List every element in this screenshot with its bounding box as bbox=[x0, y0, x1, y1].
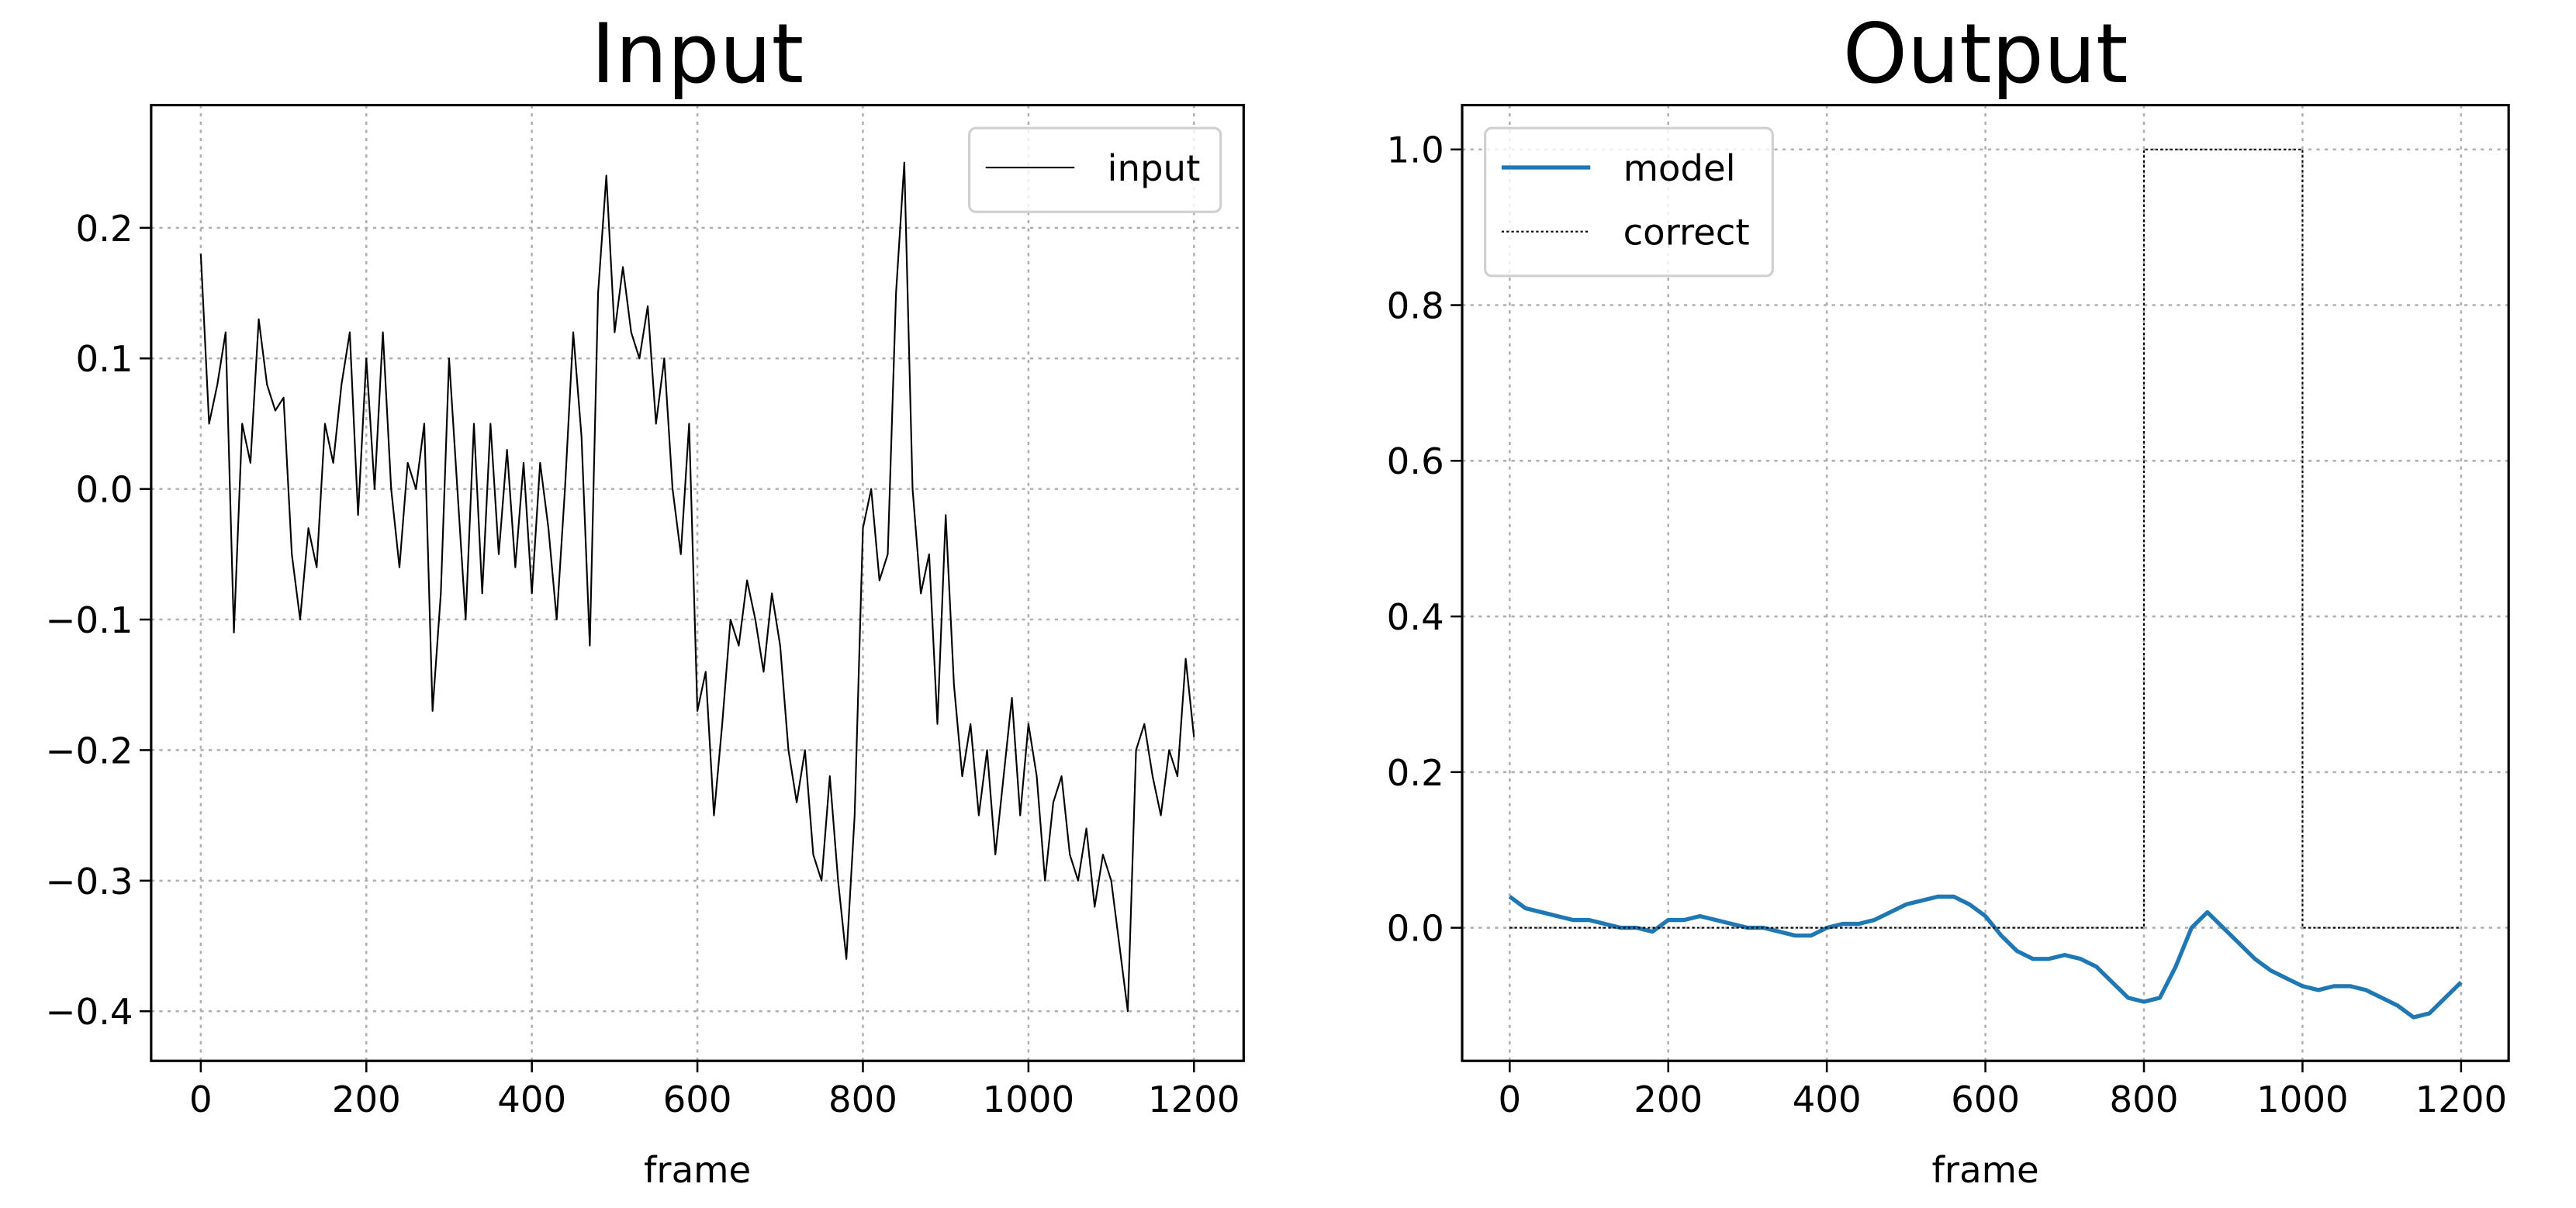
x-tick-label: 1200 bbox=[2415, 1079, 2508, 1120]
legend: model correct bbox=[1484, 126, 1774, 278]
data-line bbox=[199, 161, 1195, 1013]
legend-label: model bbox=[1623, 147, 1736, 189]
x-tick-label: 400 bbox=[497, 1079, 566, 1120]
data-line bbox=[1509, 148, 2461, 929]
y-tick-label: −0.2 bbox=[45, 730, 133, 771]
x-tick-label: 400 bbox=[1793, 1079, 1862, 1120]
x-tick-label: 800 bbox=[2110, 1079, 2179, 1120]
x-tick-label: 1000 bbox=[983, 1079, 1075, 1120]
x-tick-label: 0 bbox=[189, 1079, 213, 1120]
legend: input bbox=[968, 126, 1222, 213]
x-axis-label: frame bbox=[1932, 1149, 2039, 1191]
x-tick-label: 200 bbox=[332, 1079, 401, 1120]
chart: Output frame 0 200 400 600 800 1000 1200 0.0 0.2 0.… bbox=[1387, 6, 2510, 1191]
data-line bbox=[1508, 894, 2463, 1020]
chart: Input frame 0 200 400 600 800 1000 1200 −0.4 −0.3 −… bbox=[45, 6, 1245, 1191]
x-tick-label: 200 bbox=[1634, 1079, 1703, 1120]
legend-box bbox=[968, 126, 1222, 213]
y-tick-label: 0.6 bbox=[1387, 440, 1444, 482]
x-tick-label: 800 bbox=[828, 1079, 897, 1120]
y-tick-label: −0.1 bbox=[45, 599, 133, 641]
plot-frame bbox=[1461, 103, 2510, 1062]
x-axis-label: frame bbox=[644, 1149, 751, 1191]
y-tick-label: 0.0 bbox=[1387, 908, 1444, 950]
x-tick-label: 1000 bbox=[2256, 1079, 2349, 1120]
legend-label: input bbox=[1108, 147, 1201, 189]
legend-box bbox=[1484, 126, 1774, 278]
x-tick-label: 1200 bbox=[1148, 1079, 1240, 1120]
chart-title: Output bbox=[1843, 6, 2128, 102]
x-tick-label: 600 bbox=[663, 1079, 732, 1120]
y-tick-label: 0.8 bbox=[1387, 285, 1444, 326]
y-tick-label: 0.4 bbox=[1387, 596, 1444, 638]
y-tick-label: 0.2 bbox=[75, 208, 133, 250]
y-tick-label: −0.4 bbox=[45, 991, 133, 1033]
y-tick-label: 0.0 bbox=[75, 469, 133, 511]
y-tick-label: 0.1 bbox=[75, 338, 133, 380]
x-tick-label: 600 bbox=[1951, 1079, 2020, 1120]
y-tick-label: 0.2 bbox=[1387, 752, 1444, 794]
y-tick-label: −0.3 bbox=[45, 861, 133, 903]
y-tick-label: 1.0 bbox=[1387, 129, 1444, 171]
chart-title: Input bbox=[591, 6, 804, 102]
plot-frame bbox=[150, 103, 1245, 1062]
x-tick-label: 0 bbox=[1499, 1079, 1522, 1120]
legend-label: correct bbox=[1623, 212, 1750, 254]
